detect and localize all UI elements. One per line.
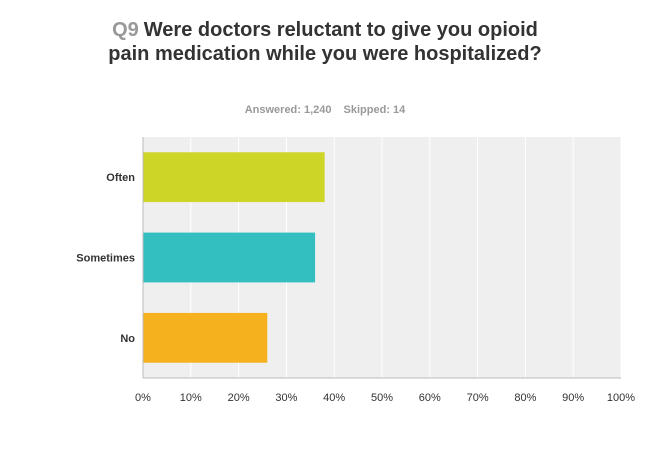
answered-count: Answered: 1,240: [244, 104, 332, 116]
x-tick-label: 10%: [180, 392, 202, 404]
x-tick-label: 70%: [467, 392, 489, 404]
bar-often: [143, 152, 325, 203]
x-tick-label: 50%: [371, 392, 393, 404]
x-tick-label: 90%: [562, 392, 584, 404]
category-label: Often: [106, 172, 135, 184]
x-tick-label: 20%: [228, 392, 250, 404]
category-label: Sometimes: [76, 253, 135, 265]
skipped-count: Skipped: 14: [343, 104, 406, 116]
x-tick-label: 40%: [323, 392, 345, 404]
question-text: Were doctors reluctant to give you opioi…: [108, 19, 542, 65]
x-tick-label: 80%: [514, 392, 536, 404]
response-stats: Answered: 1,240 Skipped: 14: [0, 104, 650, 116]
bar-sometimes: [143, 232, 316, 283]
x-tick-label: 100%: [607, 392, 635, 404]
x-tick-label: 60%: [419, 392, 441, 404]
question-number: Q9: [112, 19, 139, 41]
chart-title: Q9 Were doctors reluctant to give you opi…: [100, 18, 550, 66]
x-tick-label: 0%: [135, 392, 151, 404]
category-label: No: [120, 333, 135, 345]
x-tick-label: 30%: [275, 392, 297, 404]
bar-no: [143, 312, 268, 363]
